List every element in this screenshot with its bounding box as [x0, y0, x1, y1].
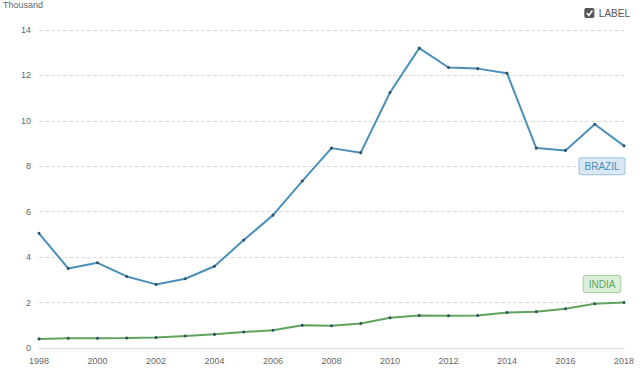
svg-text:2008: 2008: [321, 356, 341, 366]
svg-text:2012: 2012: [438, 356, 458, 366]
svg-text:1998: 1998: [29, 356, 49, 366]
svg-text:2006: 2006: [263, 356, 283, 366]
svg-text:14: 14: [21, 25, 31, 35]
svg-text:2: 2: [26, 298, 31, 308]
svg-text:INDIA: INDIA: [589, 279, 616, 290]
svg-text:6: 6: [26, 207, 31, 217]
svg-text:2004: 2004: [204, 356, 224, 366]
svg-text:0: 0: [26, 343, 31, 353]
svg-text:8: 8: [26, 161, 31, 171]
svg-text:BRAZIL: BRAZIL: [584, 161, 619, 172]
svg-text:4: 4: [26, 252, 31, 262]
svg-text:2000: 2000: [87, 356, 107, 366]
svg-text:12: 12: [21, 70, 31, 80]
svg-text:2016: 2016: [555, 356, 575, 366]
svg-text:2014: 2014: [497, 356, 517, 366]
svg-text:2002: 2002: [146, 356, 166, 366]
svg-text:2018: 2018: [614, 356, 634, 366]
svg-text:LABEL: LABEL: [599, 8, 631, 19]
svg-text:Thousand: Thousand: [3, 0, 43, 10]
svg-text:10: 10: [21, 116, 31, 126]
svg-text:2010: 2010: [380, 356, 400, 366]
